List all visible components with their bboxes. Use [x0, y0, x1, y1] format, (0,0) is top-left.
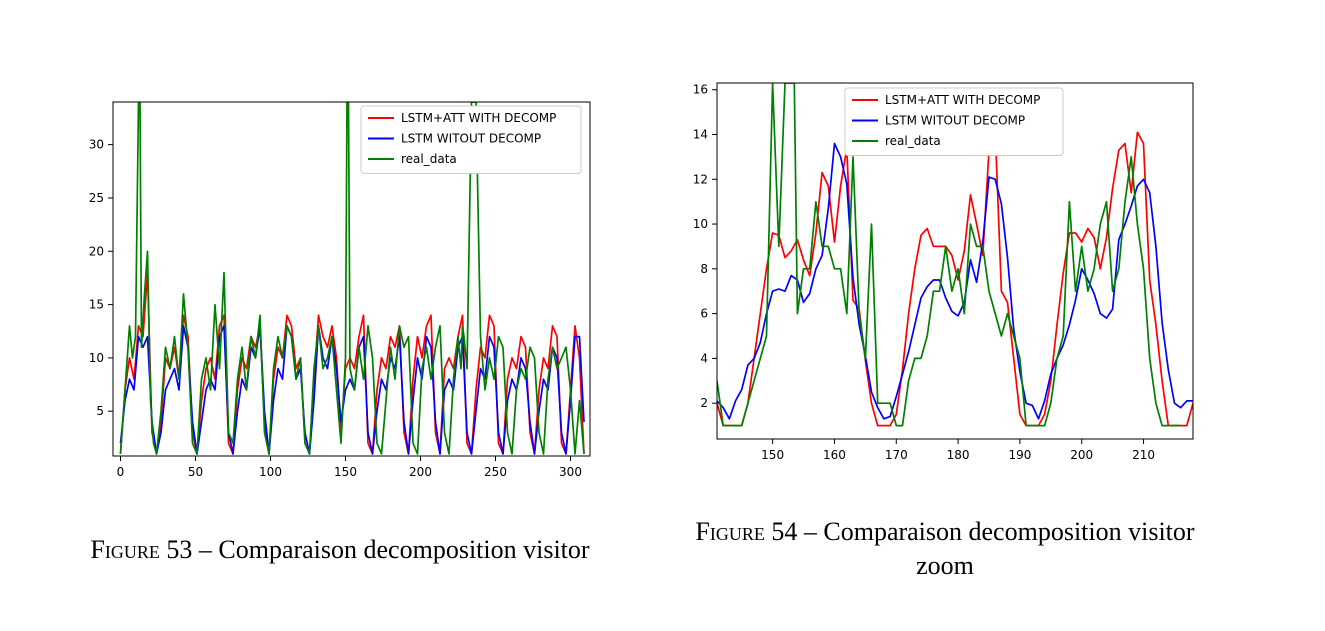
x-tick-label: 50	[188, 465, 203, 479]
x-tick-label: 180	[947, 448, 970, 462]
x-tick-label: 190	[1008, 448, 1031, 462]
caption-53: Figure 53 – Comparaison decomposition vi…	[30, 533, 650, 567]
caption-label: Figure 53	[90, 535, 193, 564]
legend-label: real_data	[885, 134, 941, 148]
y-tick-label: 16	[693, 83, 708, 97]
y-tick-label: 15	[89, 298, 104, 312]
y-tick-label: 6	[700, 307, 708, 321]
y-tick-label: 4	[700, 351, 708, 365]
y-tick-label: 5	[96, 404, 104, 418]
x-tick-label: 170	[885, 448, 908, 462]
caption-text: – Comparaison decomposition visitor	[198, 535, 590, 564]
legend: LSTM+ATT WITH DECOMP LSTM WITOUT DECOMP re…	[360, 105, 582, 174]
axes-frame	[112, 101, 591, 457]
y-tick-label: 25	[89, 191, 104, 205]
y-tick-label: 30	[89, 138, 104, 152]
legend-label: real_data	[401, 152, 457, 166]
legend-label: LSTM WITOUT DECOMP	[401, 132, 541, 146]
chart-54: 150 160 170 180 190 200 210 2 4 6 8 10 12 14 16 LSTM+AT…	[693, 82, 1194, 462]
y-tick-label: 10	[693, 217, 708, 231]
caption-54: Figure 54 – Comparaison decomposition vi…	[650, 515, 1240, 583]
figure-54: 150 160 170 180 190 200 210 2 4 6 8 10 12 14 16 LSTM+AT…	[650, 0, 1325, 631]
caption-label: Figure 54	[695, 517, 798, 546]
caption-text-line2: zoom	[916, 551, 974, 580]
axes-frame	[716, 82, 1194, 440]
x-tick-label: 0	[117, 465, 125, 479]
series-line-2	[119, 102, 585, 455]
x-tick-label: 150	[334, 465, 357, 479]
caption-text: – Comparaison decomposition visitor	[803, 517, 1195, 546]
x-tick-label: 150	[761, 448, 784, 462]
x-tick-label: 200	[1070, 448, 1093, 462]
legend-label: LSTM+ATT WITH DECOMP	[885, 93, 1040, 107]
figure-53: 0 50 100 150 200 250 300 5 10 15 20 25 30 LSTM+ATT WI…	[0, 0, 650, 631]
legend-box	[844, 87, 1064, 156]
x-tick-label: 250	[484, 465, 507, 479]
y-tick-label: 8	[700, 262, 708, 276]
x-tick-label: 210	[1132, 448, 1155, 462]
x-tick-label: 160	[823, 448, 846, 462]
chart-53: 0 50 100 150 200 250 300 5 10 15 20 25 30 LSTM+ATT WI…	[89, 101, 591, 479]
legend: LSTM+ATT WITH DECOMP LSTM WITOUT DECOMP re…	[844, 87, 1064, 156]
legend-label: LSTM+ATT WITH DECOMP	[401, 111, 556, 125]
legend-label: LSTM WITOUT DECOMP	[885, 114, 1025, 128]
y-tick-label: 2	[700, 396, 708, 410]
series-line-2	[717, 83, 1181, 427]
legend-box	[360, 105, 582, 174]
y-tick-label: 20	[89, 244, 104, 258]
y-tick-label: 14	[693, 127, 708, 141]
x-tick-label: 200	[409, 465, 432, 479]
x-tick-label: 100	[259, 465, 282, 479]
x-tick-label: 300	[559, 465, 582, 479]
y-tick-label: 12	[693, 172, 708, 186]
y-tick-label: 10	[89, 351, 104, 365]
